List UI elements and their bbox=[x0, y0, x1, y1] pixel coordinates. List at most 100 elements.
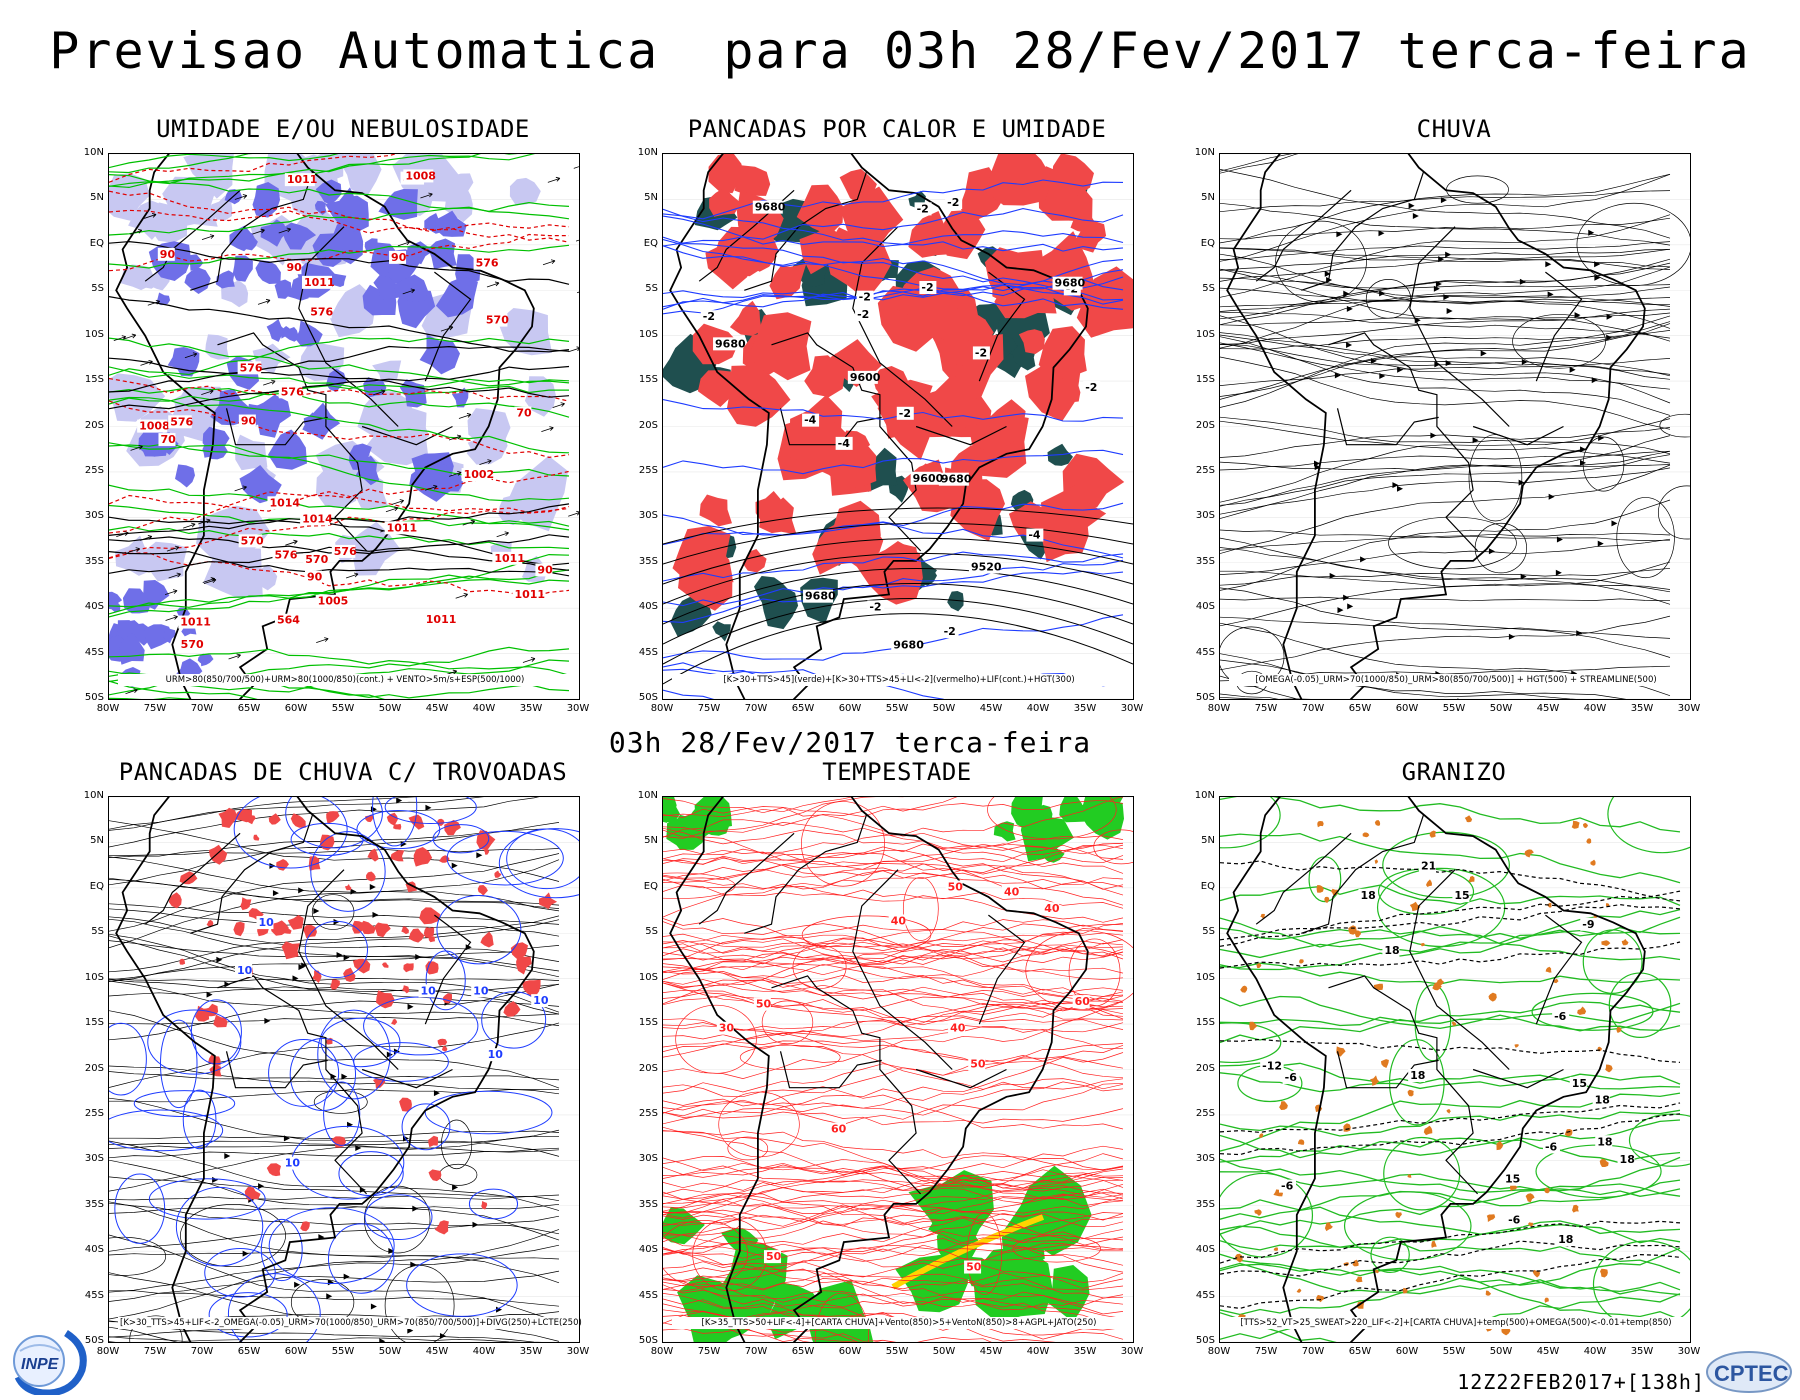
lon-tick-label: 50W bbox=[1489, 703, 1513, 714]
lon-tick-label: 35W bbox=[519, 1346, 543, 1357]
lon-tick-label: 65W bbox=[791, 703, 815, 714]
lon-tick-label: 65W bbox=[237, 703, 261, 714]
panel-legend-umidade: URM>80(850/700/500)+URM>80(1000/850)(con… bbox=[118, 674, 572, 686]
lat-tick-label: 35S bbox=[1195, 555, 1215, 567]
pancadas-calor-contour-label: -2 bbox=[921, 281, 933, 294]
country-border bbox=[779, 1051, 882, 1089]
lon-tick-label: 65W bbox=[237, 1346, 261, 1357]
country-border bbox=[1409, 869, 1510, 1070]
lon-tick-label: 70W bbox=[744, 1346, 768, 1357]
lon-tick-label: 75W bbox=[697, 1346, 721, 1357]
lat-tick-label: 5N bbox=[90, 835, 104, 847]
lon-tick-label: 60W bbox=[838, 703, 862, 714]
lat-tick-label: 25S bbox=[84, 1107, 104, 1119]
lon-tick-label: 50W bbox=[378, 703, 402, 714]
granizo-contour-label: -6 bbox=[1285, 1071, 1298, 1084]
umidade-contour-label: 90 bbox=[160, 248, 176, 261]
map-panel-umidade: 576 576 90 1011 90 576 90 576 90 90 1011 1008 576 570… bbox=[108, 153, 580, 700]
map-panel-pancadas-calor: 9680 -2 -2 -4 -2 -2 -2 9680 -2 9680 -2 -4 -2 9680 -2 96… bbox=[662, 153, 1134, 700]
lon-tick-label: 55W bbox=[885, 703, 909, 714]
lat-tick-label: 30S bbox=[638, 1153, 658, 1165]
granizo-contour-label: 18 bbox=[1384, 944, 1399, 957]
lon-tick-label: 60W bbox=[1395, 1346, 1419, 1357]
panel-title-chuva: CHUVA bbox=[1416, 115, 1492, 143]
lat-tick-label: 10N bbox=[83, 147, 104, 158]
tempestade-contour-label: 50 bbox=[948, 880, 964, 893]
lat-tick-label: 20S bbox=[638, 1062, 658, 1074]
lat-tick-label: 15S bbox=[1195, 374, 1215, 386]
lon-tick-label: 60W bbox=[284, 1346, 308, 1357]
umidade-contour-label: 576 bbox=[274, 548, 297, 561]
umidade-contour-label: 1011 bbox=[426, 613, 457, 626]
lat-tick-label: 5N bbox=[644, 835, 658, 847]
country-border bbox=[915, 425, 1007, 446]
granizo-contour-label: 18 bbox=[1410, 1069, 1425, 1082]
lon-tick-label: 45W bbox=[1536, 703, 1560, 714]
granizo-contour-label: -9 bbox=[1582, 918, 1594, 931]
umidade-contour-label: 576 bbox=[310, 305, 333, 318]
country-border bbox=[361, 425, 453, 446]
country-border bbox=[779, 408, 882, 446]
tempestade-contour-label: 40 bbox=[1004, 885, 1020, 898]
granizo-contour-label: 15 bbox=[1572, 1077, 1587, 1090]
umidade-contour-label: 1011 bbox=[387, 521, 418, 534]
panel-title-pancadas-calor: PANCADAS POR CALOR E UMIDADE bbox=[687, 115, 1107, 143]
lon-tick-label: 40W bbox=[1026, 703, 1050, 714]
lon-tick-label: 55W bbox=[331, 703, 355, 714]
lat-tick-label: EQ bbox=[1200, 880, 1215, 892]
lon-tick-label: 30W bbox=[1677, 703, 1701, 714]
umidade-contour-label: 90 bbox=[307, 571, 323, 584]
lat-tick-label: 15S bbox=[638, 374, 658, 386]
country-border bbox=[1472, 1068, 1564, 1089]
country-border bbox=[298, 869, 399, 1070]
lat-tick-label: 40S bbox=[1195, 601, 1215, 613]
country-border bbox=[852, 869, 953, 1070]
lon-tick-label: 35W bbox=[1630, 1346, 1654, 1357]
umidade-contour-label: 1005 bbox=[318, 595, 349, 608]
lon-tick-label: 55W bbox=[331, 1346, 355, 1357]
map-panel-tempestade: 50 40 60 40 50 60 50 50 40 30 50 40 bbox=[662, 796, 1134, 1343]
map-canvas-chuva bbox=[1220, 154, 1690, 699]
umidade-contour-label: 90 bbox=[241, 415, 257, 428]
cptec-logo-icon: CPTEC bbox=[1706, 1351, 1792, 1393]
lat-tick-label: 35S bbox=[638, 1198, 658, 1210]
map-canvas-granizo: 18 -6 -6 18 18 -6 18 -6 18 15 21 -6 15 18 18 -9 15 -12 bbox=[1220, 797, 1690, 1342]
country-border bbox=[771, 332, 922, 552]
lat-tick-label: 10S bbox=[1195, 971, 1215, 983]
lat-tick-label: 5S bbox=[1202, 283, 1215, 295]
lon-tick-label: 65W bbox=[1348, 1346, 1372, 1357]
lat-tick-label: 10N bbox=[637, 790, 658, 801]
lon-tick-label: 45W bbox=[425, 1346, 449, 1357]
lat-tick-label: 50S bbox=[1195, 692, 1215, 703]
lon-tick-label: 75W bbox=[1254, 1346, 1278, 1357]
pancadas-calor-contour-label: -2 bbox=[947, 196, 959, 209]
lat-tick-label: EQ bbox=[643, 880, 658, 892]
valid-time-subtitle: 03h 28/Fev/2017 terca-feira bbox=[608, 726, 1092, 759]
lon-tick-label: 30W bbox=[1120, 1346, 1144, 1357]
country-border bbox=[1301, 815, 1424, 934]
country-border bbox=[698, 832, 795, 925]
lat-tick-label: 5N bbox=[1201, 835, 1215, 847]
pancadas-calor-contour-label: -2 bbox=[1085, 381, 1097, 394]
svg-text:INPE: INPE bbox=[21, 1356, 60, 1373]
panel-title-pancadas-chuva: PANCADAS DE CHUVA C/ TROVOADAS bbox=[118, 758, 568, 786]
pancadas-calor-contour-label: -2 bbox=[869, 600, 881, 613]
lat-tick-label: 50S bbox=[1195, 1335, 1215, 1346]
lon-tick-label: 55W bbox=[1442, 703, 1466, 714]
pancadas-calor-contour-label: 9680 bbox=[715, 337, 746, 350]
panel-title-umidade: UMIDADE E/OU NEBULOSIDADE bbox=[156, 115, 530, 143]
lon-tick-label: 70W bbox=[1301, 1346, 1325, 1357]
lon-tick-label: 80W bbox=[650, 1346, 674, 1357]
tempestade-contour-label: 60 bbox=[831, 1123, 847, 1136]
granizo-contour-label: 15 bbox=[1454, 889, 1469, 902]
umidade-contour-label: 1011 bbox=[304, 276, 335, 289]
lon-tick-label: 45W bbox=[1536, 1346, 1560, 1357]
pancadas-calor-contour-label: 9680 bbox=[1055, 277, 1086, 290]
lat-tick-label: 35S bbox=[84, 1198, 104, 1210]
pancadas-calor-contour-label: -4 bbox=[838, 437, 851, 450]
granizo-contour-label: -6 bbox=[1508, 1214, 1521, 1227]
lon-tick-label: 80W bbox=[1207, 703, 1231, 714]
country-border bbox=[1336, 1051, 1439, 1089]
lon-tick-label: 80W bbox=[96, 703, 120, 714]
inpe-logo-icon: INPE bbox=[13, 1330, 87, 1395]
